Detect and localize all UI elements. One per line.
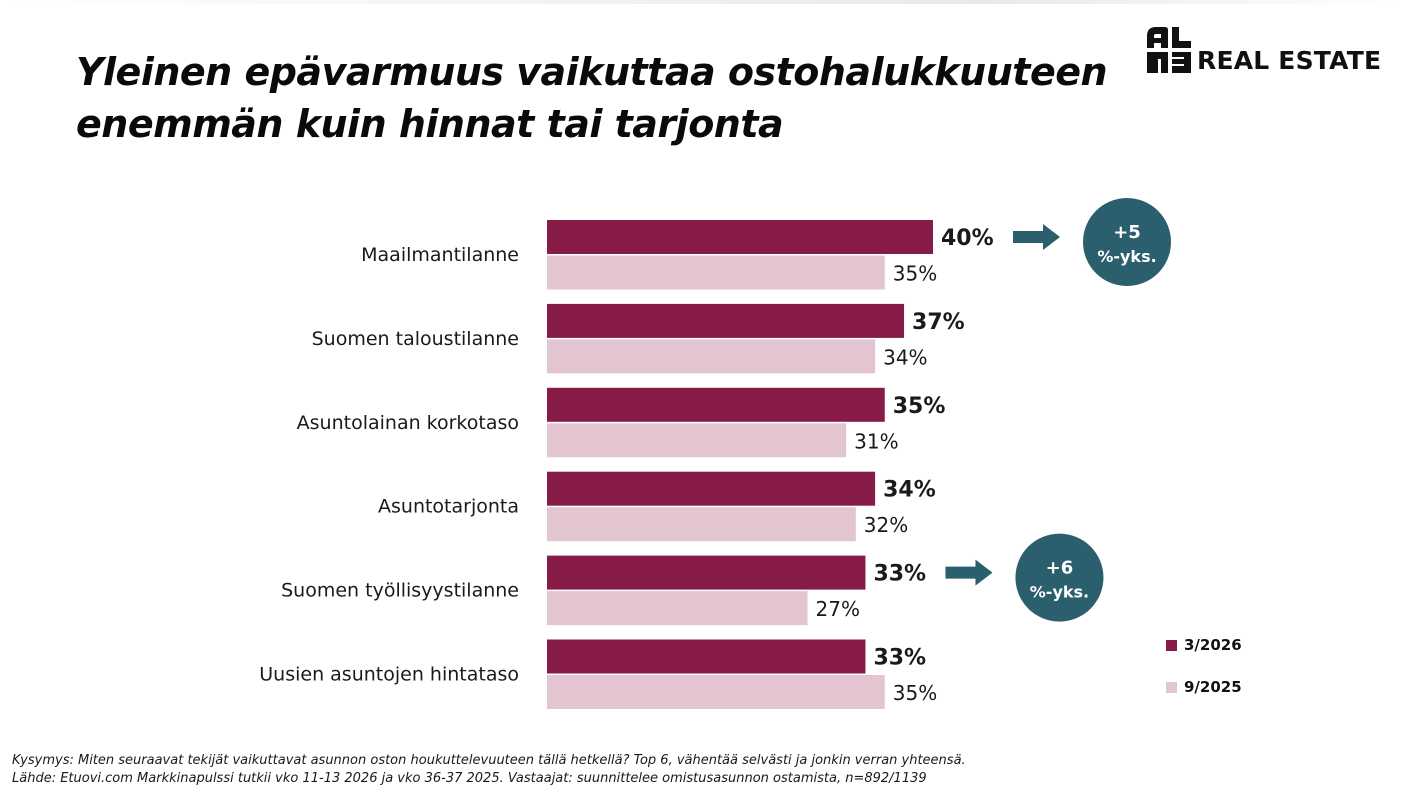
data-label: 40% <box>941 226 994 251</box>
data-label: 35% <box>893 681 937 705</box>
alma-real-estate-logo: REAL ESTATE <box>1146 26 1396 75</box>
data-label: 33% <box>873 562 926 587</box>
footnote: Kysymys: Miten seuraavat tekijät vaikutt… <box>12 752 1392 788</box>
arrow-right-icon <box>1013 224 1060 250</box>
legend-swatch-9-2025 <box>1166 682 1177 693</box>
bar-9-2025 <box>547 675 885 709</box>
category-label: Maailmantilanne <box>361 244 519 266</box>
category-label: Asuntotarjonta <box>378 496 519 518</box>
bar-9-2025 <box>547 255 885 290</box>
legend-label-3-2026: 3/2026 <box>1184 636 1242 654</box>
footnote-source: Lähde: Etuovi.com Markkinapulssi tutkii … <box>12 771 927 786</box>
category-label: Uusien asuntojen hintataso <box>259 664 519 686</box>
bar-3-2026 <box>547 220 933 254</box>
bar-9-2025 <box>547 423 847 458</box>
bar-9-2025 <box>547 339 876 374</box>
bar-3-2026 <box>547 555 866 590</box>
category-label: Asuntolainan korkotaso <box>297 412 519 434</box>
data-label: 35% <box>893 262 937 286</box>
change-badge-unit: %-yks. <box>1097 247 1156 266</box>
title-line-1: Yleinen epävarmuus vaikuttaa ostohalukku… <box>76 50 1108 94</box>
bar-3-2026 <box>547 639 866 674</box>
title-line-2: enemmän kuin hinnat tai tarjonta <box>76 102 784 146</box>
bar-3-2026 <box>547 387 885 422</box>
footnote-question: Kysymys: Miten seuraavat tekijät vaikutt… <box>12 753 966 768</box>
data-label: 34% <box>883 345 927 369</box>
bar-9-2025 <box>547 591 808 626</box>
category-label: Suomen työllisyystilanne <box>281 580 519 602</box>
data-label: 27% <box>816 597 860 621</box>
bar-3-2026 <box>547 303 905 338</box>
change-badge-unit: %-yks. <box>1030 583 1089 602</box>
page-title: Yleinen epävarmuus vaikuttaa ostohalukku… <box>76 46 1116 150</box>
data-label: 31% <box>854 429 898 453</box>
change-badge-value: +6 <box>1046 558 1074 579</box>
data-label: 32% <box>864 513 908 537</box>
data-label: 34% <box>883 478 936 503</box>
change-badge <box>1083 198 1171 286</box>
data-label: 35% <box>893 394 946 419</box>
arrow-right-icon <box>945 559 993 586</box>
data-label: 37% <box>912 310 965 335</box>
bar-9-2025 <box>547 507 856 542</box>
legend-swatch-3-2026 <box>1166 640 1177 651</box>
logo-text: REAL ESTATE <box>1197 46 1382 75</box>
category-label: Suomen taloustilanne <box>312 328 519 350</box>
top-divider <box>0 0 1404 4</box>
change-badge-value: +5 <box>1113 222 1141 243</box>
change-badge <box>1015 533 1104 622</box>
data-label: 33% <box>873 646 926 671</box>
alma-logo-mark <box>1147 27 1191 73</box>
legend-label-9-2025: 9/2025 <box>1184 678 1242 696</box>
bar-3-2026 <box>547 471 876 506</box>
